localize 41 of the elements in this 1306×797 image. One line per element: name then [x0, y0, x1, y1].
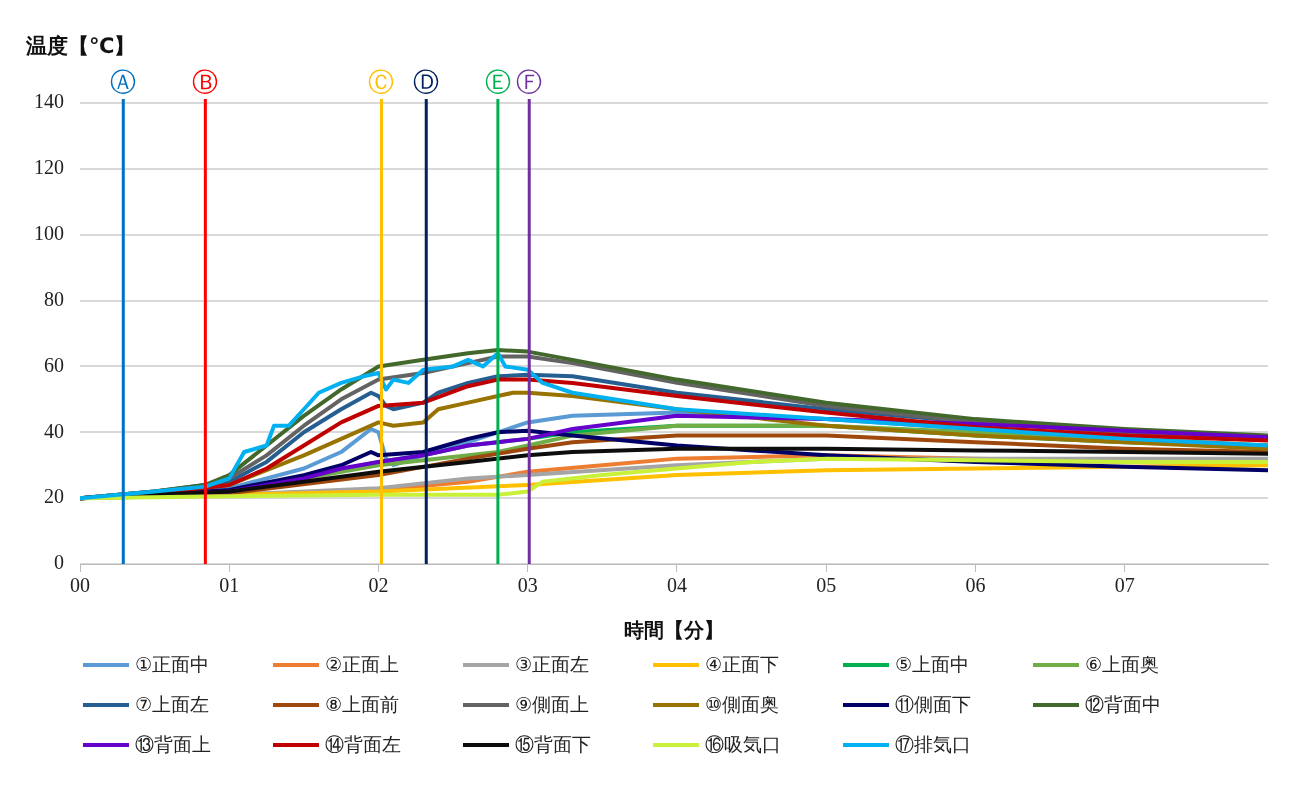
- legend-label: ⑰排気口: [895, 732, 971, 757]
- y-tick-label: 40: [44, 419, 64, 442]
- y-tick-label: 60: [44, 353, 64, 376]
- x-tick-label: 06: [965, 574, 986, 597]
- legend-label: ⑩側面奥: [705, 692, 780, 717]
- y-tick-label: 0: [54, 551, 64, 574]
- ref-line-label: Ⓓ: [413, 66, 440, 97]
- y-tick-label: 80: [44, 287, 64, 310]
- ref-line-label: Ⓔ: [484, 66, 511, 97]
- legend-label: ⑦上面左: [135, 692, 210, 717]
- legend-label: ⑫背面中: [1085, 692, 1161, 717]
- ref-line-label: Ⓐ: [110, 66, 137, 97]
- y-tick-label: 140: [34, 90, 64, 113]
- x-axis-title: 時間【分】: [624, 618, 724, 643]
- legend-label: ⑨側面上: [515, 692, 590, 717]
- x-tick-label: 03: [517, 574, 538, 597]
- x-tick-label: 01: [219, 574, 240, 597]
- y-tick-label: 20: [44, 485, 64, 508]
- legend-label: ③正面左: [515, 652, 590, 677]
- legend-label: ⑤上面中: [895, 652, 970, 677]
- legend-label: ⑯吸気口: [705, 732, 781, 757]
- legend-label: ⑭背面左: [325, 732, 401, 757]
- ref-line-label: Ⓑ: [192, 66, 219, 97]
- x-tick-label: 02: [368, 574, 389, 597]
- legend-label: ⑬背面上: [135, 732, 211, 757]
- legend-label: ④正面下: [705, 652, 780, 677]
- x-tick-label: 05: [816, 574, 837, 597]
- y-axis-title: 温度【℃】: [26, 33, 136, 60]
- y-tick-label: 100: [34, 221, 64, 244]
- y-tick-label: 120: [34, 156, 64, 179]
- legend-label: ⑪側面下: [895, 692, 971, 717]
- x-tick-label: 04: [666, 574, 687, 597]
- legend-label: ①正面中: [135, 652, 210, 677]
- legend-label: ⑧上面前: [325, 692, 400, 717]
- legend-label: ⑥上面奥: [1085, 652, 1160, 677]
- ref-line-label: Ⓕ: [516, 66, 543, 97]
- x-tick-label: 00: [70, 574, 90, 597]
- legend-label: ②正面上: [325, 652, 400, 677]
- legend-label: ⑮背面下: [515, 732, 591, 757]
- ref-line-label: Ⓒ: [368, 66, 395, 97]
- x-tick-label: 07: [1114, 574, 1135, 597]
